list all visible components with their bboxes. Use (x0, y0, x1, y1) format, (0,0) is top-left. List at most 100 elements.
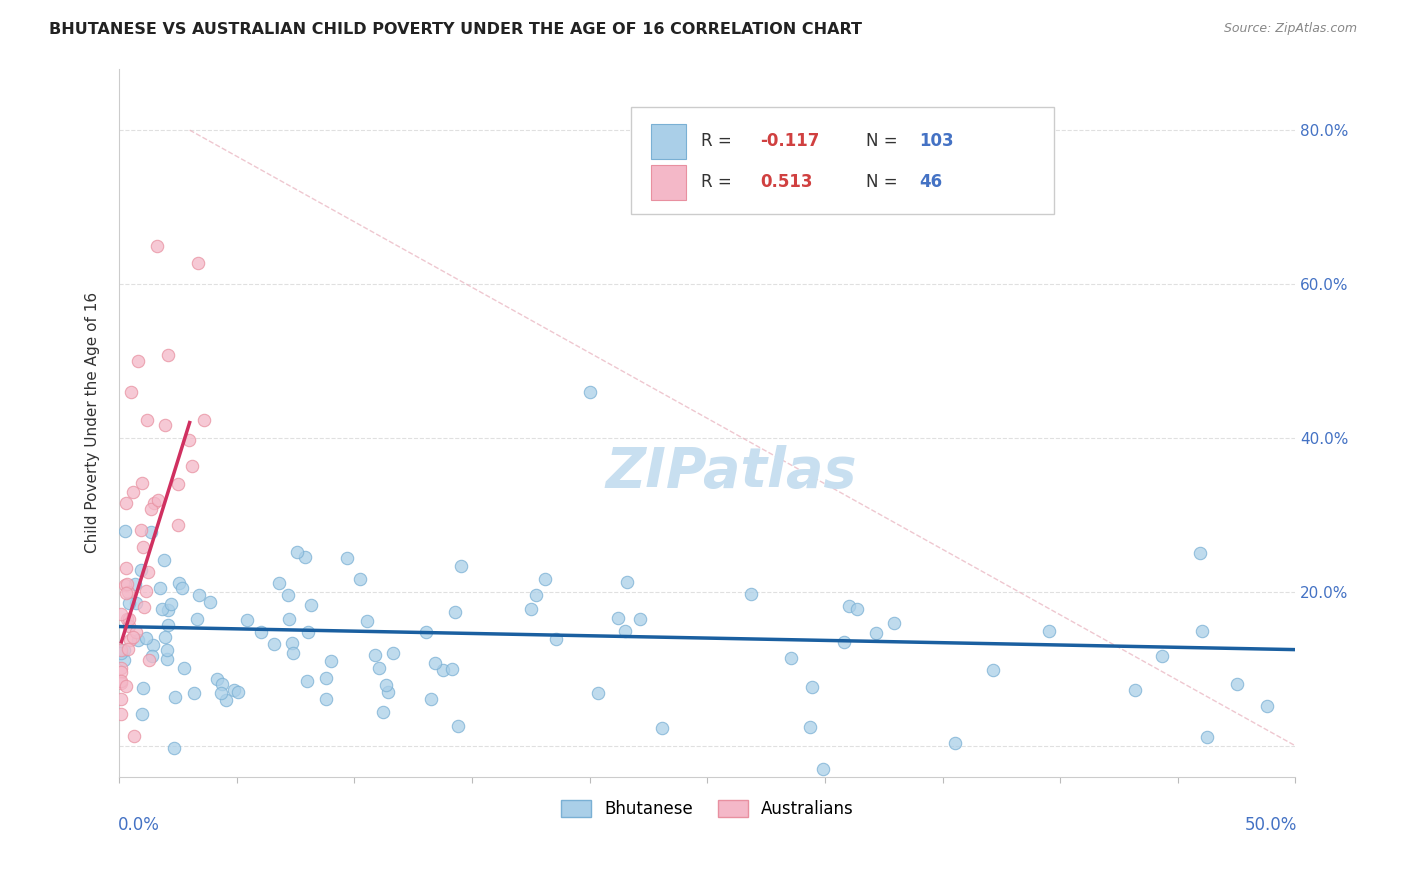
Point (981, 663, 1004, 677)
Point (297, 625, 319, 640)
Point (125, 596, 148, 610)
Point (110, 665, 132, 680)
Point (129, 524, 152, 538)
Point (141, 649, 163, 664)
Point (117, 642, 139, 657)
Point (606, 611, 628, 625)
Point (110, 675, 132, 690)
Point (122, 484, 145, 499)
Point (114, 524, 136, 538)
Point (127, 633, 149, 648)
Point (832, 635, 855, 649)
Point (883, 616, 905, 631)
Point (114, 679, 136, 693)
Point (162, 741, 184, 756)
Point (277, 612, 299, 626)
Point (141, 501, 163, 516)
Text: 0.513: 0.513 (761, 173, 813, 191)
Point (211, 677, 233, 691)
Point (546, 632, 568, 646)
Point (299, 599, 322, 613)
Point (120, 384, 142, 399)
Point (167, 575, 190, 590)
Point (616, 574, 638, 589)
Point (588, 686, 610, 700)
Point (1226, 677, 1249, 691)
Point (124, 577, 146, 591)
Point (112, 643, 135, 657)
Point (115, 586, 138, 600)
Point (110, 674, 132, 689)
Point (315, 672, 337, 686)
Point (156, 347, 179, 361)
Point (172, 581, 194, 595)
Point (148, 492, 170, 507)
Point (420, 692, 443, 706)
Point (377, 685, 399, 699)
Point (614, 624, 637, 638)
Point (132, 540, 155, 554)
Point (222, 683, 245, 698)
Point (1197, 731, 1219, 745)
Point (193, 412, 215, 426)
Point (364, 648, 387, 663)
Point (115, 495, 138, 509)
Point (375, 678, 398, 692)
Point (215, 693, 238, 707)
Point (173, 661, 195, 675)
Point (520, 602, 543, 616)
Point (136, 413, 159, 427)
Point (125, 625, 148, 640)
Point (110, 607, 132, 622)
Point (277, 588, 299, 602)
Point (236, 613, 259, 627)
Point (142, 638, 165, 652)
Point (166, 477, 188, 491)
Point (156, 602, 179, 616)
Point (1256, 698, 1278, 713)
Point (141, 525, 163, 540)
Point (444, 605, 467, 619)
Point (115, 577, 138, 591)
Point (110, 646, 132, 660)
Point (205, 673, 228, 687)
Point (157, 618, 180, 632)
Point (156, 652, 179, 666)
Point (129, 563, 152, 577)
Point (167, 517, 190, 532)
Point (285, 545, 308, 559)
Point (187, 255, 209, 269)
Point (134, 600, 156, 615)
FancyBboxPatch shape (651, 124, 686, 159)
Text: BHUTANESE VS AUSTRALIAN CHILD POVERTY UNDER THE AGE OF 16 CORRELATION CHART: BHUTANESE VS AUSTRALIAN CHILD POVERTY UN… (49, 22, 862, 37)
Point (114, 578, 136, 592)
Point (183, 686, 205, 700)
Point (432, 663, 454, 677)
Point (226, 685, 249, 699)
Point (281, 636, 304, 650)
Point (114, 560, 136, 574)
Text: R =: R = (702, 173, 737, 191)
Point (371, 706, 394, 720)
Point (415, 624, 437, 639)
Point (110, 661, 132, 675)
FancyBboxPatch shape (651, 165, 686, 200)
Point (138, 653, 160, 667)
Point (811, 762, 834, 776)
Point (447, 719, 470, 733)
Point (127, 354, 149, 368)
Point (440, 662, 463, 676)
Point (112, 653, 135, 667)
Point (294, 550, 316, 565)
Point (160, 597, 183, 611)
Point (269, 576, 291, 591)
Point (155, 643, 177, 657)
Point (450, 559, 472, 574)
Text: N =: N = (866, 132, 903, 150)
Point (118, 632, 141, 647)
Text: 50.0%: 50.0% (1244, 815, 1296, 833)
Point (249, 624, 271, 639)
Point (799, 720, 821, 734)
Point (118, 619, 141, 633)
Point (315, 692, 337, 706)
